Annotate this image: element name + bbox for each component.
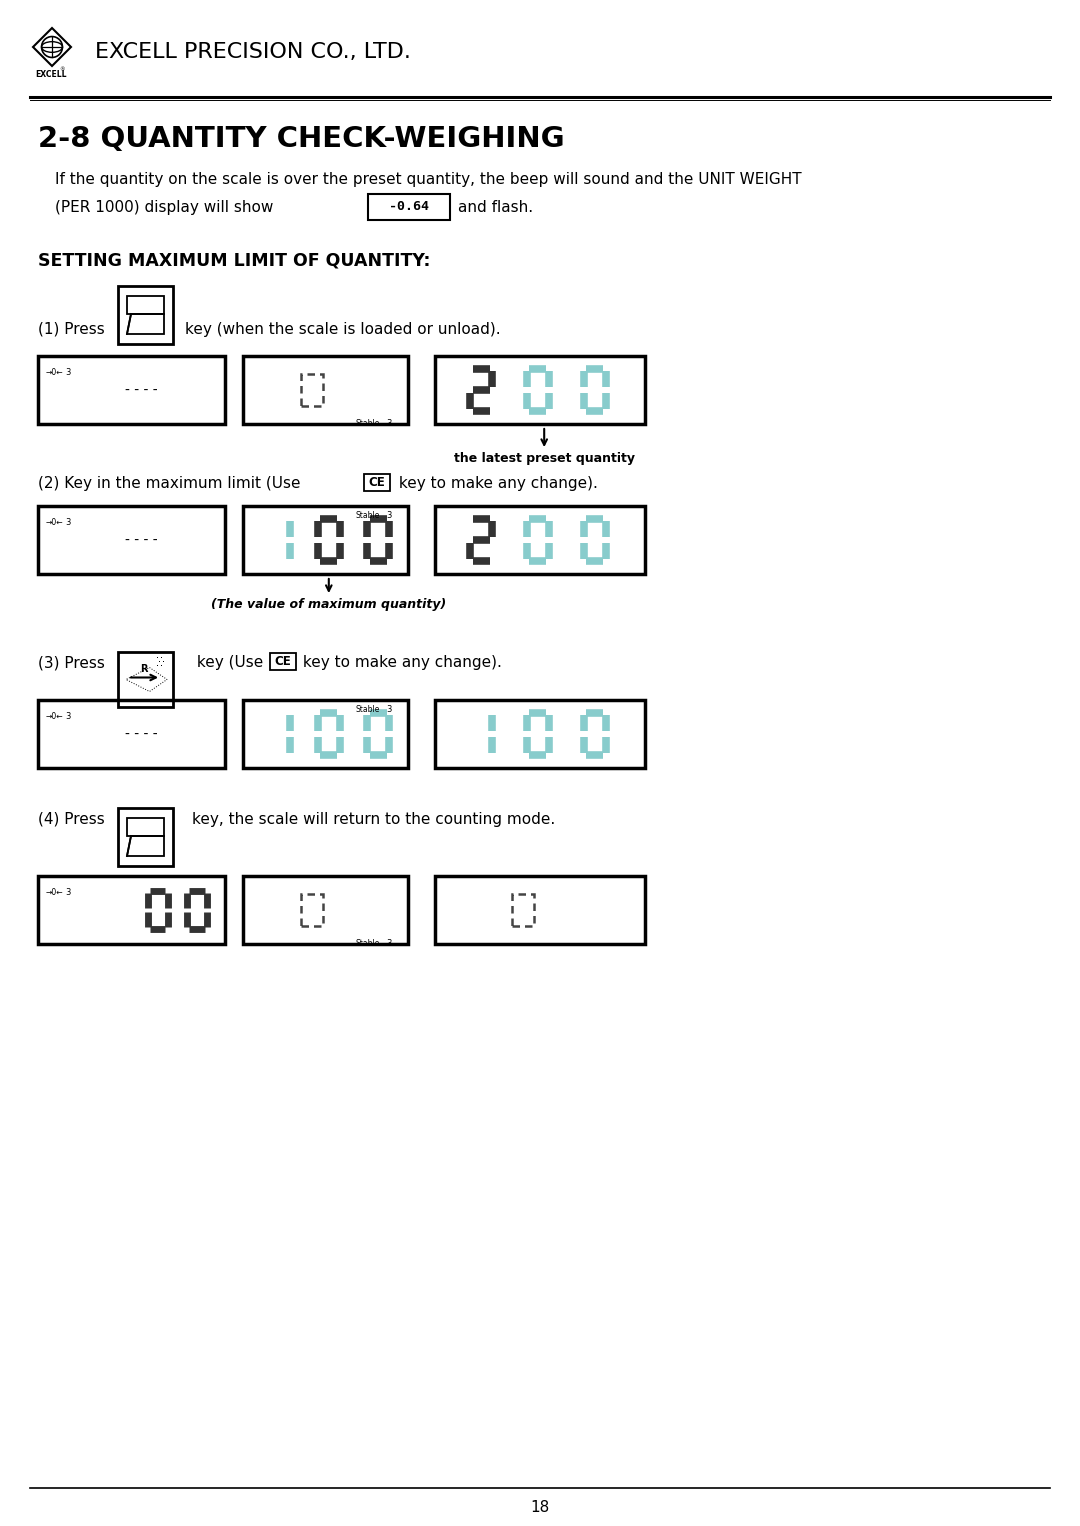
Text: R: R xyxy=(139,664,147,673)
Bar xyxy=(301,894,323,926)
Text: key (when the scale is loaded or unload).: key (when the scale is loaded or unload)… xyxy=(185,322,501,337)
Bar xyxy=(301,374,323,406)
Text: (4) Press: (4) Press xyxy=(38,812,105,827)
Bar xyxy=(118,285,173,343)
Text: 3: 3 xyxy=(65,517,70,526)
Text: 3: 3 xyxy=(386,938,391,948)
Text: 2-8 QUANTITY CHECK-WEIGHING: 2-8 QUANTITY CHECK-WEIGHING xyxy=(38,125,565,153)
Bar xyxy=(38,700,225,768)
Text: Stable: Stable xyxy=(356,938,380,948)
Text: key (Use: key (Use xyxy=(192,655,268,670)
Text: 3: 3 xyxy=(386,705,391,714)
Text: -0.64: -0.64 xyxy=(389,200,429,214)
Text: - - - -: - - - - xyxy=(125,533,158,546)
Text: key to make any change).: key to make any change). xyxy=(298,655,502,670)
Text: →0←: →0← xyxy=(46,517,64,526)
Text: Stable: Stable xyxy=(356,420,380,427)
Text: 3: 3 xyxy=(65,713,70,720)
Bar xyxy=(38,876,225,945)
Bar xyxy=(368,194,450,220)
Text: - - - -: - - - - xyxy=(125,726,158,742)
Bar xyxy=(38,356,225,424)
Bar xyxy=(118,807,173,865)
Text: CE: CE xyxy=(368,476,386,488)
Text: →0←: →0← xyxy=(46,713,64,720)
Text: the latest preset quantity: the latest preset quantity xyxy=(454,452,635,465)
Bar xyxy=(243,700,408,768)
Bar xyxy=(435,700,645,768)
Bar xyxy=(435,876,645,945)
Text: 3: 3 xyxy=(386,420,391,427)
Bar xyxy=(512,894,535,926)
Bar xyxy=(270,653,296,670)
Text: Stable: Stable xyxy=(356,705,380,714)
Text: If the quantity on the scale is over the preset quantity, the beep will sound an: If the quantity on the scale is over the… xyxy=(55,172,801,188)
Text: Stable: Stable xyxy=(356,511,380,520)
Text: and flash.: and flash. xyxy=(458,200,534,215)
Text: →0←: →0← xyxy=(46,368,64,377)
Text: 18: 18 xyxy=(530,1500,550,1515)
Text: key to make any change).: key to make any change). xyxy=(394,476,598,491)
Bar xyxy=(435,356,645,424)
Text: - - - -: - - - - xyxy=(125,383,158,397)
Text: ®: ® xyxy=(59,67,65,72)
Text: SETTING MAXIMUM LIMIT OF QUANTITY:: SETTING MAXIMUM LIMIT OF QUANTITY: xyxy=(38,252,431,270)
Text: CE: CE xyxy=(274,655,292,668)
Text: 3: 3 xyxy=(65,368,70,377)
Bar xyxy=(243,507,408,574)
Text: EXCELL PRECISION CO., LTD.: EXCELL PRECISION CO., LTD. xyxy=(95,43,410,63)
Text: →0←: →0← xyxy=(46,888,64,897)
Bar xyxy=(435,507,645,574)
Text: 3: 3 xyxy=(65,888,70,897)
Bar xyxy=(243,876,408,945)
Text: (3) Press: (3) Press xyxy=(38,655,105,670)
Bar xyxy=(364,475,390,491)
Text: EXCELL: EXCELL xyxy=(35,70,67,79)
Text: key, the scale will return to the counting mode.: key, the scale will return to the counti… xyxy=(192,812,555,827)
Bar xyxy=(243,356,408,424)
Text: (The value of maximum quantity): (The value of maximum quantity) xyxy=(212,598,446,610)
Bar xyxy=(118,652,173,707)
Text: 3: 3 xyxy=(386,511,391,520)
Text: (2) Key in the maximum limit (Use: (2) Key in the maximum limit (Use xyxy=(38,476,306,491)
Text: (PER 1000) display will show: (PER 1000) display will show xyxy=(55,200,273,215)
Bar xyxy=(38,507,225,574)
Text: (1) Press: (1) Press xyxy=(38,322,105,337)
